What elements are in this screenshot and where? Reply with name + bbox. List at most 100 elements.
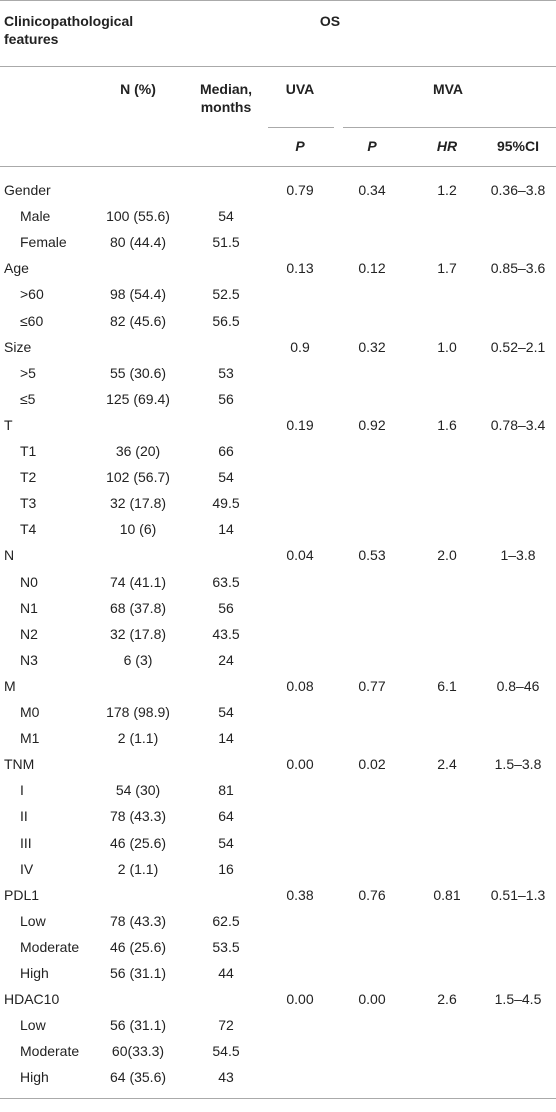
table-cell: 2.0 — [437, 547, 457, 564]
row-label: Moderate — [20, 1043, 80, 1060]
table-cell: 78 (43.3) — [109, 808, 167, 825]
table-cell: 43.5 — [212, 625, 240, 642]
rule — [0, 1098, 556, 1099]
table-cell: 49.5 — [212, 495, 240, 512]
row-label: High — [20, 1069, 49, 1086]
table-cell: 0.92 — [358, 416, 386, 433]
header-cell: HR — [436, 138, 458, 154]
table-cell: 2 (1.1) — [117, 860, 159, 877]
table-cell: 6.1 — [437, 677, 457, 694]
table-cell: 78 (43.3) — [109, 912, 167, 929]
table-cell: 16 — [218, 860, 234, 877]
table-cell: 2.4 — [437, 756, 457, 773]
table-cell: 1–3.8 — [500, 547, 536, 564]
rule — [0, 0, 556, 1]
table-cell: 0.00 — [358, 991, 386, 1008]
row-label: ≤5 — [20, 390, 36, 407]
table-cell: 1.6 — [437, 416, 457, 433]
table-cell: 32 (17.8) — [109, 495, 167, 512]
table-cell: 46 (25.6) — [109, 938, 167, 955]
table-cell: 60(33.3) — [111, 1043, 165, 1060]
table-cell: 0.08 — [286, 677, 314, 694]
row-label: >5 — [20, 364, 36, 381]
row-label: HDAC10 — [4, 991, 60, 1008]
table-cell: 72 — [218, 1017, 234, 1034]
table-cell: 64 (35.6) — [109, 1069, 167, 1086]
header-cell: Median, months — [199, 81, 253, 115]
row-label: Size — [4, 338, 32, 355]
table-cell: 1.7 — [437, 260, 457, 277]
table-cell: 54 — [218, 469, 234, 486]
table-cell: 0.00 — [286, 991, 314, 1008]
row-label: T4 — [20, 521, 37, 538]
table-cell: 56 — [218, 390, 234, 407]
header-cell: P — [367, 138, 377, 154]
table-cell: 81 — [218, 782, 234, 799]
header-cell: P — [295, 138, 305, 154]
table-cell: 0.13 — [286, 260, 314, 277]
table-cell: 0.8–46 — [496, 677, 540, 694]
table-cell: 51.5 — [212, 234, 240, 251]
table-cell: 54 — [218, 834, 234, 851]
table-cell: 0.36–3.8 — [490, 182, 546, 198]
table-cell: 1.2 — [437, 182, 457, 198]
row-label: ≤60 — [20, 312, 44, 329]
table-cell: 1.5–4.5 — [494, 991, 542, 1008]
table-cell: 0.85–3.6 — [490, 260, 546, 277]
row-label: Age — [4, 260, 29, 277]
row-label: II — [20, 808, 28, 825]
header-cell: UVA — [285, 81, 315, 97]
table-cell: 0.02 — [358, 756, 386, 773]
table-cell: 0.78–3.4 — [490, 416, 546, 433]
table-cell: 14 — [218, 730, 234, 747]
row-label: Female — [20, 234, 67, 251]
row-label: Gender — [4, 182, 51, 198]
table-cell: 43 — [218, 1069, 234, 1086]
rule — [0, 66, 556, 67]
table-cell: 0.12 — [358, 260, 386, 277]
table-cell: 24 — [218, 651, 234, 668]
table-cell: 0.51–1.3 — [490, 886, 546, 903]
row-label: M0 — [20, 704, 40, 720]
table-cell: 44 — [218, 965, 234, 981]
table-cell: 52.5 — [212, 286, 240, 303]
row-label: >60 — [20, 286, 44, 303]
table-cell: 63.5 — [212, 573, 240, 590]
row-label: Moderate — [20, 938, 80, 955]
header-cell: N (%) — [120, 81, 156, 97]
table-cell: 32 (17.8) — [109, 625, 167, 642]
rule — [0, 166, 556, 167]
table-cell: 14 — [218, 521, 234, 538]
table-cell: 0.77 — [358, 677, 386, 694]
table-cell: 56.5 — [212, 312, 240, 329]
table-cell: 178 (98.9) — [106, 704, 170, 720]
table-cell: 100 (55.6) — [106, 208, 170, 225]
table-cell: 0.79 — [286, 182, 314, 198]
table-cell: 36 (20) — [115, 443, 161, 459]
table-cell: 102 (56.7) — [106, 469, 170, 486]
table-cell: 0.9 — [290, 338, 310, 355]
table-cell: 10 (6) — [119, 521, 157, 538]
table-cell: 1.5–3.8 — [494, 756, 542, 773]
rule — [343, 127, 556, 128]
table-cell: 0.53 — [358, 547, 386, 564]
table-cell: 53 — [218, 364, 234, 381]
table-cell: 54.5 — [212, 1043, 240, 1060]
row-label: T1 — [20, 443, 37, 459]
table-cell: 0.34 — [358, 182, 386, 198]
table-cell: 62.5 — [212, 912, 240, 929]
table-cell: 0.52–2.1 — [490, 338, 546, 355]
header-cell: MVA — [432, 81, 464, 97]
row-label: High — [20, 965, 49, 981]
row-label: IV — [20, 860, 34, 877]
table-cell: 2 (1.1) — [117, 730, 159, 747]
table-cell: 82 (45.6) — [109, 312, 167, 329]
table-cell: 54 — [218, 208, 234, 225]
table-cell: 98 (54.4) — [109, 286, 167, 303]
table-cell: 54 — [218, 704, 234, 720]
table-cell: 0.38 — [286, 886, 314, 903]
rule — [268, 127, 334, 128]
table-cell: 68 (37.8) — [109, 599, 167, 616]
table-cell: 53.5 — [212, 938, 240, 955]
